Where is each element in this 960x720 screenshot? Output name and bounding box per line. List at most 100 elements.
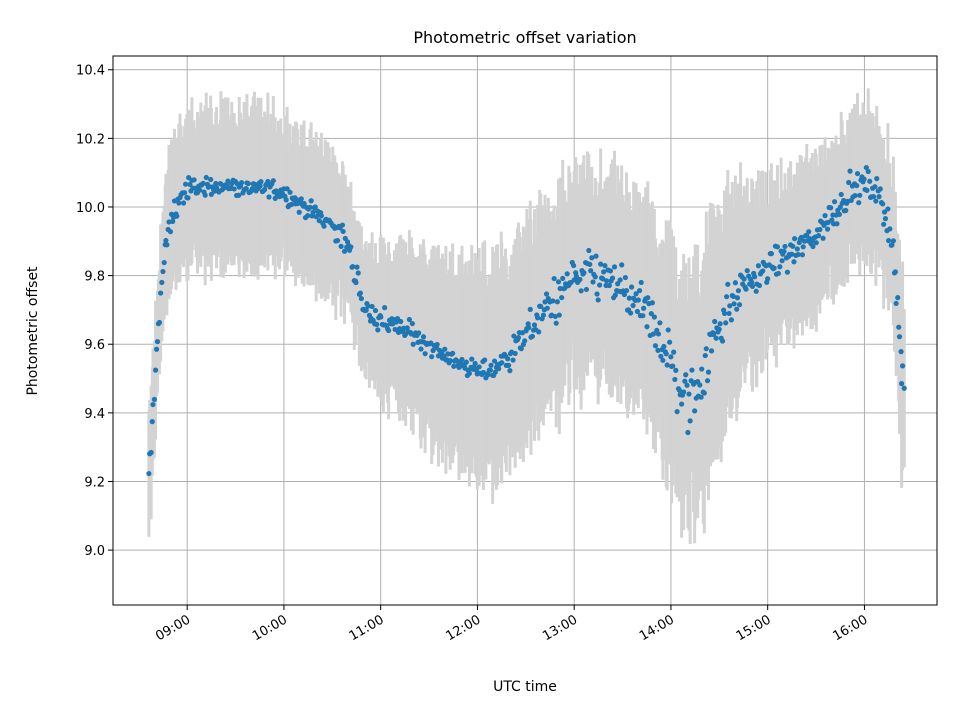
data-point (578, 288, 584, 294)
data-point (420, 334, 427, 340)
data-point (791, 236, 798, 242)
data-point (529, 333, 536, 339)
data-point (363, 307, 369, 313)
data-point (472, 360, 478, 367)
data-point (881, 221, 887, 227)
data-point (689, 367, 695, 373)
data-point (602, 263, 608, 269)
data-point (238, 179, 245, 186)
data-point (828, 205, 834, 211)
data-point (180, 200, 187, 206)
data-point (348, 244, 354, 250)
data-point (725, 281, 731, 287)
data-point (510, 357, 516, 363)
data-point (667, 339, 673, 345)
data-point (555, 279, 562, 285)
data-point (153, 346, 160, 352)
data-point (765, 276, 771, 282)
data-point (885, 237, 892, 244)
data-point (231, 186, 237, 192)
y-tick-label: 10.2 (76, 132, 105, 147)
data-point (719, 338, 726, 344)
data-point (872, 184, 878, 190)
data-point (682, 378, 688, 384)
data-point (721, 310, 728, 316)
data-point (469, 356, 475, 362)
data-point (583, 286, 590, 293)
data-point (594, 291, 600, 297)
data-point (357, 290, 363, 296)
data-point (339, 222, 346, 228)
data-point (713, 335, 719, 341)
data-point (724, 294, 730, 300)
data-point (176, 200, 182, 206)
data-point (870, 194, 877, 200)
data-point (476, 364, 482, 370)
data-point (683, 372, 689, 378)
data-point (753, 288, 759, 294)
data-point (899, 381, 905, 387)
data-point (717, 321, 723, 327)
data-point (375, 327, 381, 333)
data-point (626, 295, 632, 301)
data-point (334, 237, 341, 244)
data-point (551, 275, 557, 282)
data-point (791, 259, 797, 265)
data-point (679, 401, 685, 407)
data-point (836, 211, 843, 217)
data-point (434, 341, 440, 348)
data-point (892, 269, 898, 275)
data-point (655, 331, 662, 337)
data-point (553, 320, 559, 326)
data-point (257, 183, 263, 189)
data-point (612, 292, 618, 298)
data-point (768, 251, 775, 257)
data-point (161, 259, 167, 266)
data-point (708, 348, 715, 354)
data-point (154, 339, 161, 345)
data-point (673, 367, 679, 373)
data-point (512, 350, 518, 357)
data-point (638, 279, 644, 286)
data-point (266, 194, 272, 200)
data-point (749, 283, 756, 290)
data-point (852, 192, 858, 199)
data-point (790, 243, 796, 249)
data-point (587, 261, 593, 267)
data-point (350, 264, 356, 270)
data-point (262, 186, 268, 193)
data-point (225, 178, 231, 184)
data-point (664, 362, 670, 368)
data-point (163, 237, 169, 244)
data-point (663, 351, 669, 357)
data-point (854, 182, 860, 189)
data-point (197, 187, 203, 193)
data-point (552, 313, 558, 320)
data-point (698, 394, 704, 400)
data-point (838, 191, 844, 198)
y-tick-label: 9.6 (84, 338, 105, 353)
data-point (418, 346, 424, 352)
y-tick-label: 9.8 (84, 270, 105, 285)
data-point (318, 213, 324, 219)
data-point (340, 228, 346, 235)
data-point (711, 331, 717, 338)
data-point (798, 234, 805, 240)
data-point (621, 291, 628, 298)
data-point (526, 325, 532, 331)
data-point (670, 363, 676, 369)
data-point (496, 366, 502, 372)
data-point (305, 213, 311, 219)
data-point (635, 297, 641, 303)
data-point (601, 269, 607, 275)
data-point (586, 247, 592, 254)
axes-frame (112, 55, 938, 606)
data-point (191, 177, 197, 183)
data-point (687, 418, 693, 424)
data-point (723, 320, 729, 326)
data-point (181, 190, 188, 196)
data-point (895, 295, 901, 301)
data-point (744, 268, 750, 274)
data-point (806, 229, 812, 235)
